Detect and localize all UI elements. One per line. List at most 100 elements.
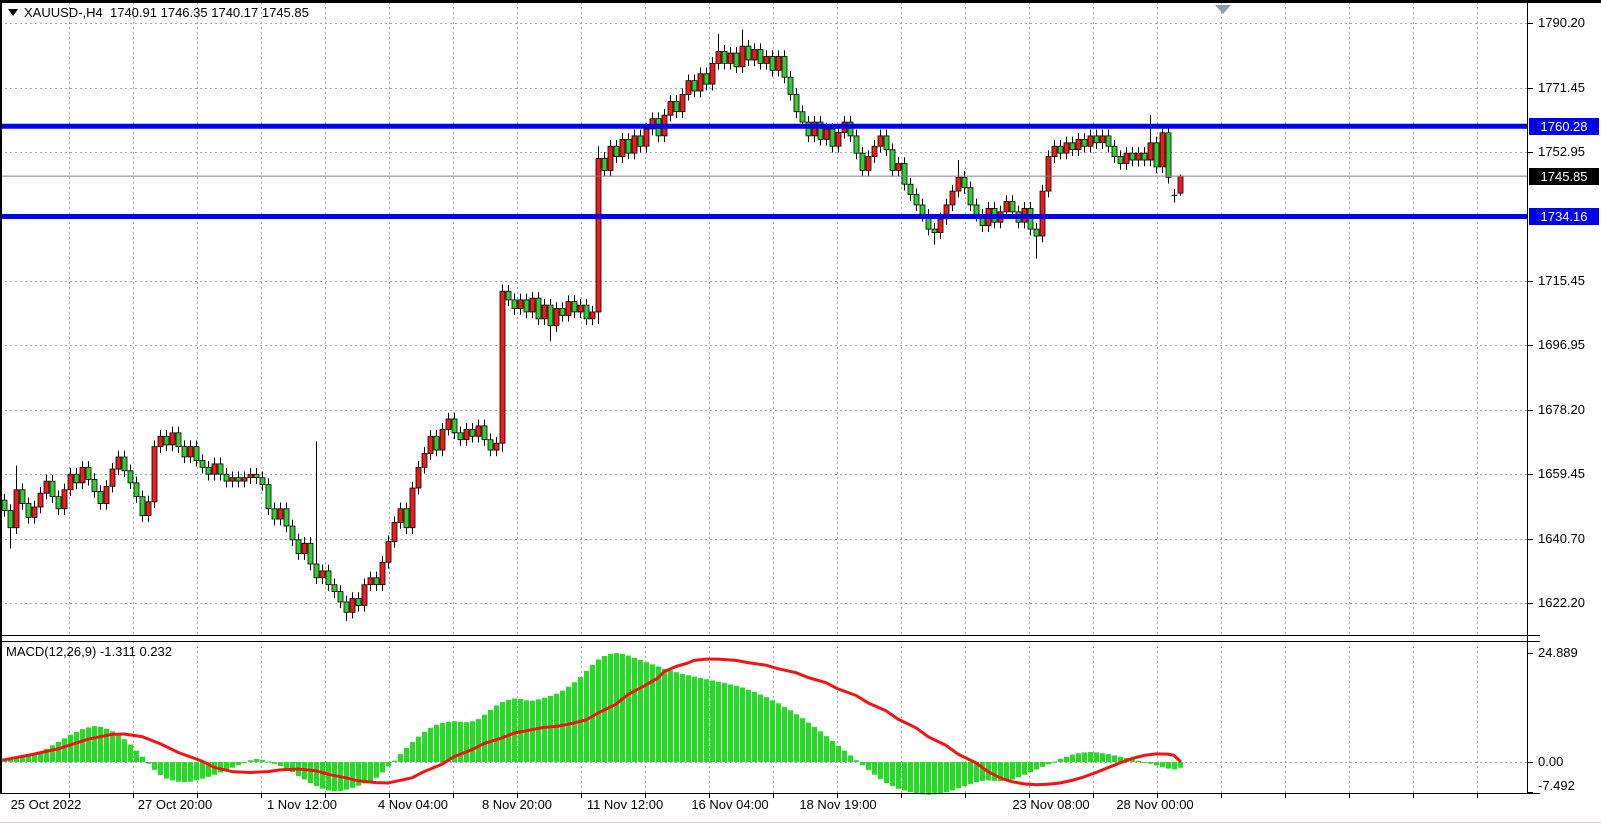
candle-bull bbox=[115, 456, 122, 470]
candle-bear bbox=[25, 503, 32, 518]
macd-histogram-bar bbox=[530, 700, 535, 762]
macd-histogram-bar bbox=[854, 760, 859, 762]
candle-bear bbox=[259, 477, 266, 485]
candle-bear bbox=[805, 121, 812, 137]
candle-bear bbox=[127, 470, 134, 484]
macd-histogram-bar bbox=[1034, 762, 1039, 770]
time-axis-label: 18 Nov 19:00 bbox=[799, 797, 877, 812]
macd-histogram-bar bbox=[62, 738, 67, 762]
macd-histogram-bar bbox=[938, 762, 943, 794]
candle-bull bbox=[61, 489, 68, 510]
candle-bear bbox=[919, 204, 926, 216]
macd-histogram-bar bbox=[932, 762, 937, 795]
macd-histogram-bar bbox=[128, 744, 133, 762]
macd-histogram-bar bbox=[476, 719, 481, 762]
macd-histogram-bar bbox=[68, 734, 73, 762]
macd-histogram-bar bbox=[1130, 759, 1135, 762]
candle-bull bbox=[103, 485, 110, 504]
macd-histogram-bar bbox=[116, 734, 121, 762]
time-axis-label: 11 Nov 12:00 bbox=[586, 797, 664, 812]
macd-histogram-bar bbox=[788, 710, 793, 762]
macd-histogram-bar bbox=[500, 702, 505, 762]
macd-histogram-bar bbox=[404, 747, 409, 762]
macd-histogram-bar bbox=[200, 762, 205, 779]
price-axis-label: 1752.95 bbox=[1538, 143, 1585, 159]
candle-bear bbox=[49, 480, 56, 498]
candle-bull bbox=[301, 542, 308, 555]
macd-histogram-bar bbox=[134, 750, 139, 762]
candle-bull bbox=[679, 94, 686, 113]
macd-histogram-bar bbox=[686, 675, 691, 762]
symbol-timeframe-label: XAUUSD-,H4 bbox=[24, 5, 103, 20]
candle-bull bbox=[169, 432, 176, 446]
macd-histogram-bar bbox=[470, 721, 475, 762]
macd-histogram-bar bbox=[242, 762, 247, 763]
macd-histogram-bar bbox=[1052, 761, 1057, 763]
macd-histogram-bar bbox=[590, 664, 595, 762]
candle-bull bbox=[13, 489, 20, 529]
candle-bear bbox=[433, 435, 440, 451]
candle-bull bbox=[517, 299, 524, 309]
candle-bull bbox=[1177, 175, 1184, 194]
macd-histogram-bar bbox=[734, 685, 739, 762]
macd-histogram-bar bbox=[614, 653, 619, 762]
candle-bull bbox=[937, 218, 944, 233]
candle-bull bbox=[475, 425, 482, 437]
candle-bull bbox=[109, 468, 116, 487]
macd-histogram-bar bbox=[32, 754, 37, 762]
candle-bear bbox=[469, 428, 476, 437]
macd-histogram-bar bbox=[1022, 762, 1027, 775]
candle-bull bbox=[589, 311, 596, 320]
macd-histogram-bar bbox=[578, 677, 583, 762]
macd-histogram-bar bbox=[1040, 762, 1045, 767]
macd-histogram-bar bbox=[410, 741, 415, 762]
candle-bull bbox=[595, 157, 602, 313]
candle-bear bbox=[799, 111, 806, 123]
macd-histogram-bar bbox=[1112, 755, 1117, 762]
candle-bear bbox=[637, 135, 644, 147]
candle-bull bbox=[415, 466, 422, 489]
macd-histogram-bar bbox=[344, 762, 349, 790]
macd-histogram-bar bbox=[1166, 762, 1171, 769]
macd-histogram-bar bbox=[722, 683, 727, 762]
candle-bear bbox=[721, 50, 728, 64]
candle-bear bbox=[889, 149, 896, 171]
candle-bull bbox=[775, 56, 782, 71]
macd-histogram-bar bbox=[278, 762, 283, 766]
macd-histogram-bar bbox=[758, 694, 763, 762]
candle-bear bbox=[91, 479, 98, 492]
candle-bull bbox=[361, 584, 368, 606]
candle-bull bbox=[391, 522, 398, 542]
candle-bear bbox=[1, 499, 8, 511]
macd-histogram-bar bbox=[764, 697, 769, 762]
candle-bull bbox=[823, 128, 830, 140]
macd-histogram-bar bbox=[176, 762, 181, 782]
candle-bull bbox=[409, 487, 416, 529]
macd-histogram-bar bbox=[350, 762, 355, 788]
macd-histogram-bar bbox=[50, 745, 55, 762]
macd-histogram-bar bbox=[1148, 762, 1153, 764]
macd-histogram-bar bbox=[914, 762, 919, 794]
macd-histogram-bar bbox=[638, 659, 643, 762]
macd-histogram-bar bbox=[1160, 762, 1165, 768]
macd-histogram-bar bbox=[974, 762, 979, 783]
candle-bear bbox=[97, 491, 104, 504]
candle-bull bbox=[643, 128, 650, 147]
macd-histogram-bar bbox=[800, 718, 805, 762]
macd-histogram-bar bbox=[170, 762, 175, 781]
window-top-border bbox=[0, 0, 1601, 3]
candle-bear bbox=[1105, 135, 1112, 147]
macd-histogram-bar bbox=[1094, 752, 1099, 762]
chart-shift-marker-icon[interactable] bbox=[1215, 5, 1231, 14]
macd-histogram-bar bbox=[776, 703, 781, 762]
candle-bear bbox=[337, 591, 344, 603]
candle-bear bbox=[613, 145, 620, 158]
time-axis-label: 28 Nov 00:00 bbox=[1116, 797, 1194, 812]
macd-histogram-bar bbox=[464, 722, 469, 762]
candle-bull bbox=[529, 297, 536, 313]
macd-histogram-bar bbox=[158, 762, 163, 776]
macd-histogram-bar bbox=[380, 762, 385, 773]
symbol-dropdown-icon[interactable] bbox=[8, 9, 18, 16]
